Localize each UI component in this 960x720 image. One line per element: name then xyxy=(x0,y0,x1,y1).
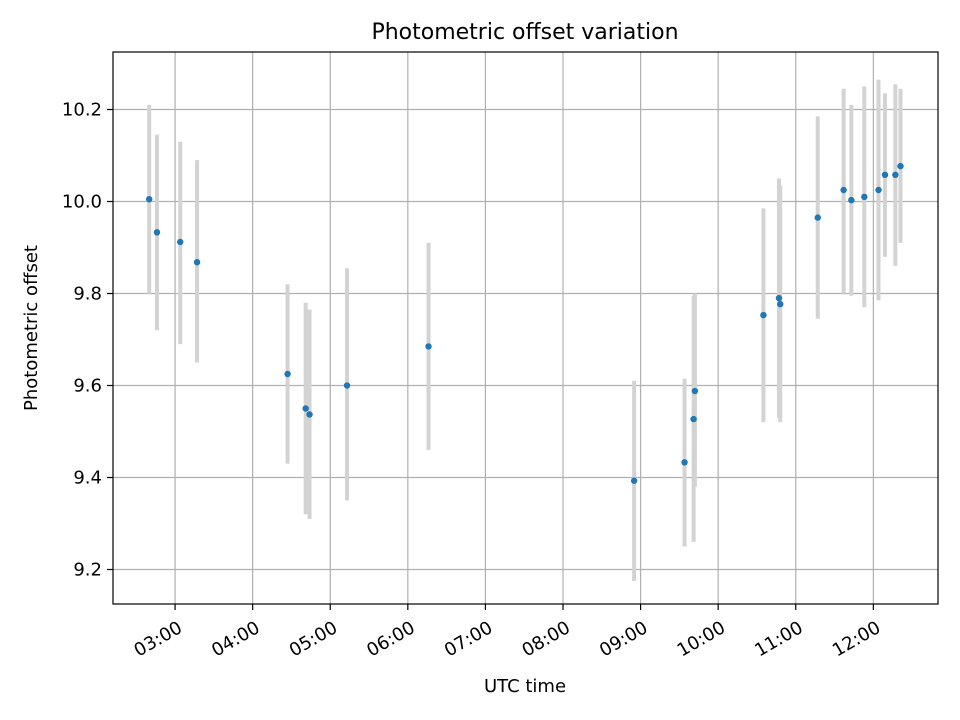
data-point xyxy=(343,382,351,389)
data-point xyxy=(690,415,697,423)
data-point xyxy=(881,171,889,179)
chart-title: Photometric offset variation xyxy=(371,20,678,45)
y-tick-label: 9.2 xyxy=(73,560,102,581)
points xyxy=(146,162,904,484)
data-point xyxy=(861,193,868,201)
data-point xyxy=(760,311,767,319)
data-point xyxy=(153,229,161,236)
data-point xyxy=(775,294,783,302)
y-tick-label: 10.2 xyxy=(62,100,102,121)
data-point xyxy=(814,214,821,221)
data-point xyxy=(691,387,699,395)
data-point xyxy=(146,196,153,203)
data-point xyxy=(306,411,313,418)
data-point xyxy=(302,405,309,412)
plot-frame xyxy=(112,51,939,605)
data-point xyxy=(777,300,784,308)
data-point xyxy=(840,186,847,194)
x-axis-label: UTC time xyxy=(484,676,566,697)
y-axis-ticks: 9.2 9.4 9.6 9.8 10.0 10.2 xyxy=(62,100,113,581)
y-tick-label: 9.4 xyxy=(73,468,102,489)
data-point xyxy=(875,186,882,194)
y-tick-label: 10.0 xyxy=(62,192,102,213)
data-point xyxy=(681,459,688,466)
grid xyxy=(113,52,938,604)
data-point xyxy=(892,171,899,179)
data-point xyxy=(425,343,432,350)
data-point xyxy=(897,162,904,170)
data-point xyxy=(177,238,184,246)
data-point xyxy=(284,370,291,378)
y-axis-label: Photometric offset xyxy=(21,245,42,411)
y-tick-label: 9.8 xyxy=(73,284,102,305)
data-point xyxy=(193,259,201,266)
data-point xyxy=(848,196,855,204)
data-point xyxy=(630,477,638,484)
y-tick-label: 9.6 xyxy=(73,376,102,397)
